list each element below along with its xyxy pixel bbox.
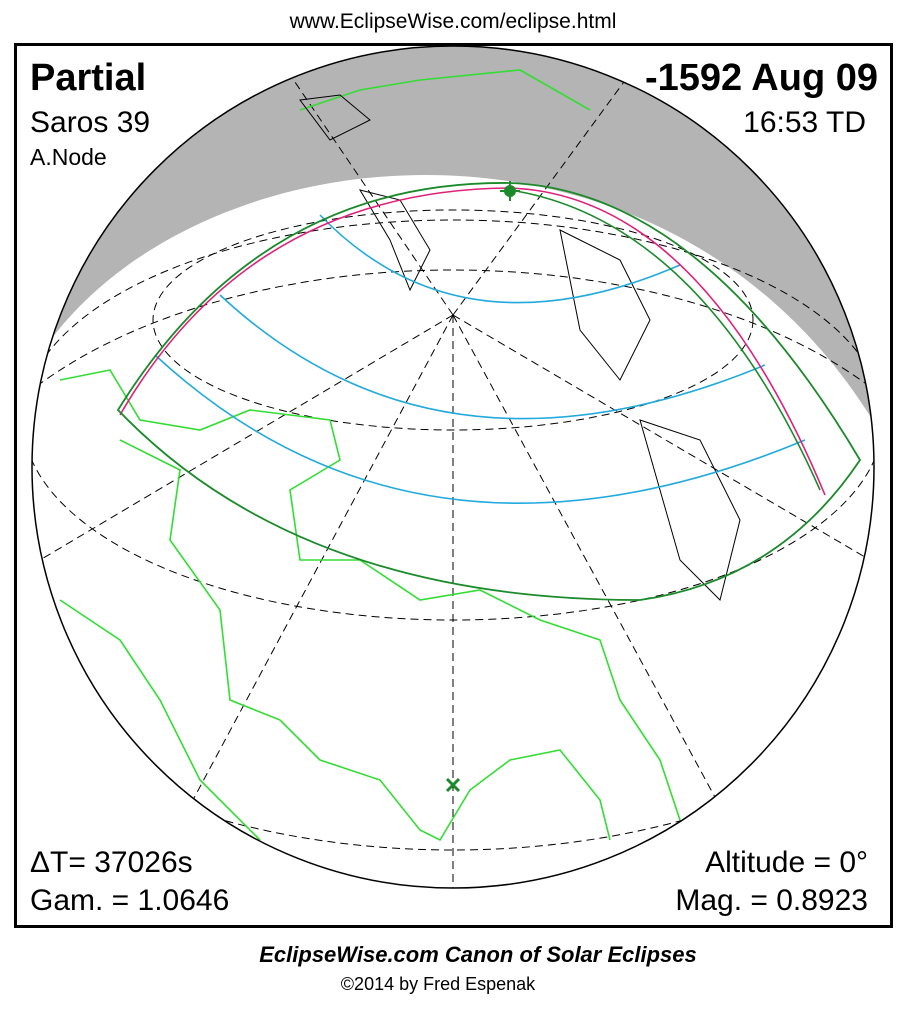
delta-t: ΔT= 37026s <box>30 846 193 879</box>
penumbra-limit <box>116 182 862 601</box>
eclipse-type: Partial <box>30 57 146 99</box>
sub-solar-marker <box>445 777 461 793</box>
gamma: Gam. = 1.0646 <box>30 884 229 917</box>
magnitude: Mag. = 0.8923 <box>675 884 868 917</box>
greatest-eclipse-marker <box>500 181 520 201</box>
node: A.Node <box>30 144 107 170</box>
coastlines <box>59 69 681 842</box>
time: 16:53 TD <box>743 106 866 139</box>
footer-title: EclipseWise.com Canon of Solar Eclipses <box>259 942 697 967</box>
globe-content <box>32 46 874 888</box>
globe-outline <box>31 45 875 889</box>
obscuration-curves <box>154 214 806 505</box>
copyright: ©2014 by Fred Espenak <box>341 974 536 994</box>
outlines <box>299 94 741 601</box>
rise-set-curve <box>509 189 821 491</box>
night-region <box>32 46 874 470</box>
date: -1592 Aug 09 <box>645 57 878 99</box>
url: www.EclipseWise.com/eclipse.html <box>289 10 617 33</box>
altitude: Altitude = 0° <box>705 846 868 879</box>
saros: Saros 39 <box>30 106 150 139</box>
